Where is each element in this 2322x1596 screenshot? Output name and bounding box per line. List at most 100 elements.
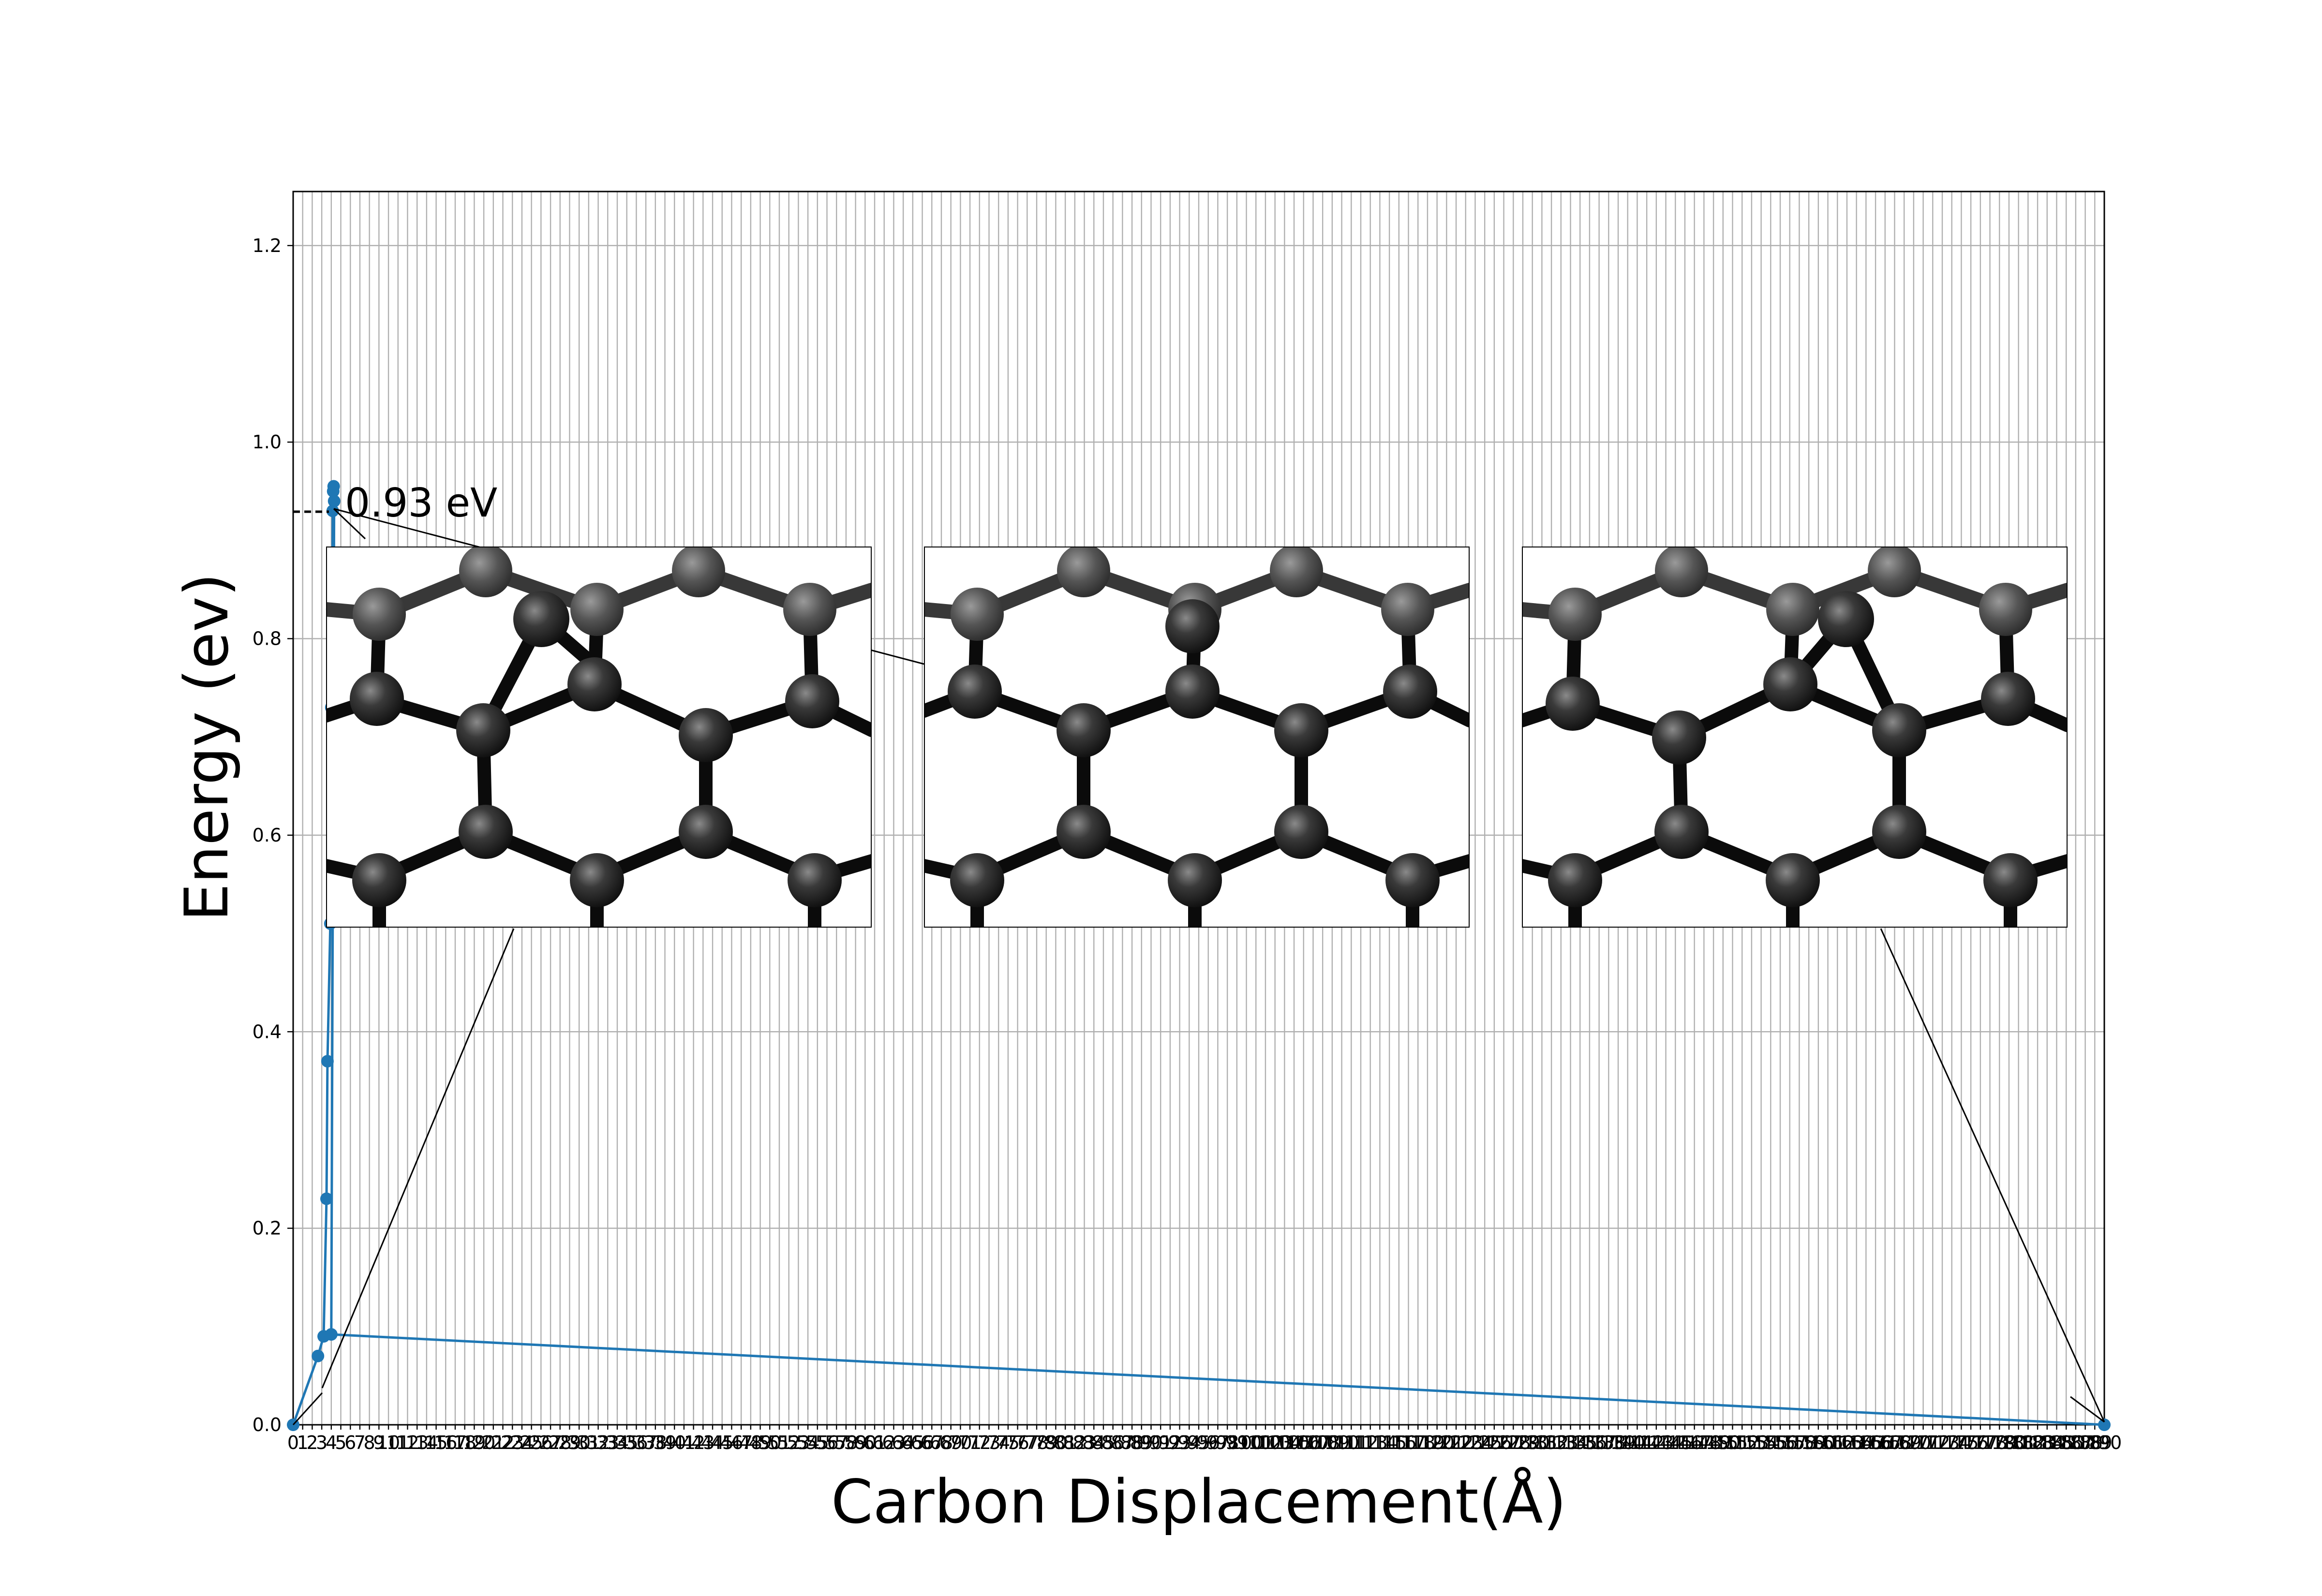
x-tick-label: 4 xyxy=(326,1432,337,1453)
x-tick-label: 50 xyxy=(758,1432,781,1453)
x-tick-label: 111 xyxy=(1334,1432,1369,1453)
x-tick-label: 40 xyxy=(663,1432,686,1453)
x-tick-label: 129 xyxy=(1505,1432,1541,1453)
x-tick-label: 96 xyxy=(1197,1432,1220,1453)
x-tick-label: 92 xyxy=(1159,1432,1182,1453)
x-tick-label: 152 xyxy=(1725,1432,1760,1453)
x-tick-label: 103 xyxy=(1257,1432,1293,1453)
x-tick-label: 70 xyxy=(949,1432,972,1453)
x-tick-label: 6 xyxy=(344,1432,356,1453)
x-tick-label: 175 xyxy=(1944,1432,1979,1453)
x-tick-label: 154 xyxy=(1743,1432,1779,1453)
x-tick-label: 93 xyxy=(1168,1432,1191,1453)
x-tick-label: 5 xyxy=(335,1432,346,1453)
x-tick-label: 135 xyxy=(1563,1432,1598,1453)
x-tick-label: 124 xyxy=(1458,1432,1493,1453)
x-tick-label: 12 xyxy=(396,1432,419,1453)
x-tick-label: 79 xyxy=(1035,1432,1058,1453)
x-tick-label: 166 xyxy=(1858,1432,1893,1453)
x-tick-label: 58 xyxy=(834,1432,858,1453)
x-tick-label: 114 xyxy=(1362,1432,1398,1453)
x-tick-label: 66 xyxy=(910,1432,934,1453)
x-tick-label: 80 xyxy=(1044,1432,1067,1453)
x-tick-label: 65 xyxy=(901,1432,924,1453)
inset-2-canvas xyxy=(924,547,1470,928)
x-tick-label: 163 xyxy=(1830,1432,1865,1453)
x-tick-label: 61 xyxy=(863,1432,886,1453)
x-tick-label: 34 xyxy=(606,1432,629,1453)
x-tick-label: 95 xyxy=(1187,1432,1210,1453)
x-tick-label: 190 xyxy=(2087,1432,2122,1453)
x-tick-label: 180 xyxy=(1992,1432,2027,1453)
x-axis-title: Carbon Displacement(Å) xyxy=(831,1466,1566,1537)
x-tick-label: 113 xyxy=(1353,1432,1388,1453)
inset-1-canvas xyxy=(326,547,872,928)
x-tick-label: 32 xyxy=(586,1432,610,1453)
x-tick-label: 138 xyxy=(1591,1432,1626,1453)
x-tick-label: 63 xyxy=(882,1432,905,1453)
x-tick-label: 105 xyxy=(1277,1432,1312,1453)
inset-initial-structure xyxy=(326,547,872,928)
x-tick-label: 112 xyxy=(1343,1432,1379,1453)
x-tick-label: 94 xyxy=(1177,1432,1201,1453)
x-tick-label: 45 xyxy=(711,1432,734,1453)
x-tick-label: 165 xyxy=(1848,1432,1884,1453)
x-tick-label: 186 xyxy=(2049,1432,2084,1453)
x-tick-label: 108 xyxy=(1305,1432,1340,1453)
x-tick-label: 142 xyxy=(1629,1432,1665,1453)
x-tick-label: 60 xyxy=(853,1432,877,1453)
x-tick-label: 14 xyxy=(415,1432,438,1453)
x-tick-label: 104 xyxy=(1267,1432,1302,1453)
x-tick-label: 169 xyxy=(1887,1432,1922,1453)
x-tick-label: 182 xyxy=(2010,1432,2046,1453)
annotation-layer: 0.93 eV xyxy=(293,480,497,526)
x-tick-label: 134 xyxy=(1553,1432,1588,1453)
x-tick-label: 69 xyxy=(939,1432,962,1453)
x-tick-label: 130 xyxy=(1515,1432,1550,1453)
x-tick-label: 144 xyxy=(1648,1432,1683,1453)
x-tick-label: 54 xyxy=(796,1432,819,1453)
energy-point xyxy=(2098,1419,2111,1431)
x-tick-label: 176 xyxy=(1953,1432,1989,1453)
x-tick-label: 9 xyxy=(373,1432,385,1453)
x-tick-label: 28 xyxy=(549,1432,572,1453)
x-tick-label: 181 xyxy=(2001,1432,2036,1453)
x-tick-label: 64 xyxy=(892,1432,915,1453)
x-tick-label: 84 xyxy=(1082,1432,1105,1453)
x-tick-label: 89 xyxy=(1130,1432,1153,1453)
y-tick-label: 1.0 xyxy=(253,431,282,453)
x-tick-label: 74 xyxy=(987,1432,1010,1453)
x-tick-label: 81 xyxy=(1054,1432,1077,1453)
x-tick-label: 23 xyxy=(501,1432,524,1453)
x-tick-label: 187 xyxy=(2058,1432,2094,1453)
x-tick-label: 3 xyxy=(316,1432,327,1453)
y-tick-label: 1.2 xyxy=(253,235,282,256)
x-tick-label: 59 xyxy=(844,1432,867,1453)
x-tick-label: 17 xyxy=(444,1432,467,1453)
energy-point xyxy=(327,480,340,493)
x-tick-label: 139 xyxy=(1601,1432,1636,1453)
connector-1a xyxy=(292,1392,323,1426)
barrier-label: 0.93 eV xyxy=(345,480,497,526)
x-tick-label: 143 xyxy=(1639,1432,1674,1453)
x-tick-label: 99 xyxy=(1225,1432,1249,1453)
energy-point xyxy=(321,1055,334,1068)
x-tick-label: 8 xyxy=(364,1432,375,1453)
x-tick-label: 140 xyxy=(1610,1432,1645,1453)
y-tick-label: 0.6 xyxy=(253,825,282,846)
x-tick-label: 85 xyxy=(1092,1432,1115,1453)
energy-point xyxy=(325,1328,338,1341)
x-tick-label: 122 xyxy=(1439,1432,1474,1453)
x-tick-label: 178 xyxy=(1972,1432,2008,1453)
x-tick-label: 168 xyxy=(1877,1432,1912,1453)
x-tick-label: 159 xyxy=(1791,1432,1827,1453)
x-tick-label: 157 xyxy=(1772,1432,1807,1453)
x-tick-label: 100 xyxy=(1229,1432,1264,1453)
x-tick-label: 87 xyxy=(1111,1432,1134,1453)
y-axis-title: Energy (ev) xyxy=(172,573,242,921)
x-tick-label: 77 xyxy=(1015,1432,1039,1453)
x-tick-label: 2 xyxy=(306,1432,318,1453)
x-tick-label: 75 xyxy=(997,1432,1020,1453)
x-tick-label: 24 xyxy=(510,1432,534,1453)
